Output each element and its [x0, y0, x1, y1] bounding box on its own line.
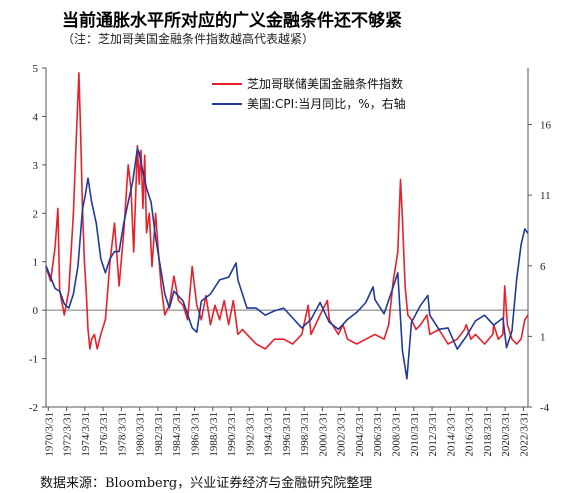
right-tick-label: 11: [540, 190, 551, 202]
x-tick-label: 1984/3/31: [171, 412, 183, 457]
left-tick-label: 1: [33, 257, 39, 269]
source-note: 数据来源：Bloomberg，兴业证券经济与金融研究院整理: [40, 476, 373, 491]
left-tick-label: 5: [33, 63, 39, 75]
page-title: 当前通胀水平所对应的广义金融条件还不够紧: [62, 11, 402, 31]
legend-label-series-1: 芝加哥联储美国金融条件指数: [247, 76, 403, 91]
right-tick-label: 1: [540, 331, 546, 343]
x-tick-label: 1994/3/31: [263, 412, 275, 457]
x-tick-label: 2010/3/31: [409, 412, 421, 457]
x-tick-label: 2014/3/31: [445, 412, 457, 457]
x-tick-label: 2008/3/31: [391, 412, 403, 457]
x-tick-label: 1998/3/31: [299, 412, 311, 457]
x-tick-label: 2000/3/31: [317, 412, 329, 457]
x-tick-label: 1974/3/31: [80, 412, 92, 457]
x-tick-label: 1972/3/31: [62, 412, 74, 457]
x-tick-label: 1986/3/31: [189, 412, 201, 457]
left-tick-label: 4: [33, 111, 39, 123]
x-tick-label: 1976/3/31: [98, 412, 110, 457]
x-tick-label: 1988/3/31: [208, 412, 220, 457]
x-tick-label: 1990/3/31: [226, 412, 238, 457]
left-tick-label: -2: [29, 402, 38, 414]
x-tick-label: 2020/3/31: [500, 412, 512, 457]
x-tick-label: 1978/3/31: [116, 412, 128, 457]
right-tick-label: -4: [540, 402, 550, 414]
left-tick-label: 0: [33, 305, 39, 317]
chart-series: [45, 72, 529, 380]
x-tick-label: 2002/3/31: [336, 412, 348, 457]
left-tick-label: -1: [29, 354, 38, 366]
x-tick-label: 2018/3/31: [482, 412, 494, 457]
x-tick-label: 1992/3/31: [244, 412, 256, 457]
legend-label-series-2: 美国:CPI:当月同比，%，右轴: [247, 96, 406, 111]
right-tick-label: 6: [540, 261, 546, 273]
x-tick-label: 2004/3/31: [354, 412, 366, 457]
left-tick-label: 2: [33, 208, 39, 220]
x-tick-label: 2016/3/31: [464, 412, 476, 457]
page-subtitle: （注：芝加哥美国金融条件指数越高代表越紧）: [62, 32, 315, 46]
x-tick-label: 1970/3/31: [43, 412, 55, 457]
left-tick-label: 3: [33, 160, 39, 172]
chart-legend: 芝加哥联储美国金融条件指数 美国:CPI:当月同比，%，右轴: [212, 76, 406, 111]
series-line-1: [45, 72, 529, 350]
right-tick-label: 16: [540, 120, 552, 132]
x-tick-label: 1982/3/31: [153, 412, 165, 457]
x-tick-label: 2022/3/31: [518, 412, 530, 457]
x-tick-label: 1980/3/31: [135, 412, 147, 457]
x-tick-label: 2012/3/31: [427, 412, 439, 457]
x-tick-label: 2006/3/31: [372, 412, 384, 457]
series-line-2: [45, 147, 529, 380]
x-tick-label: 1996/3/31: [281, 412, 293, 457]
